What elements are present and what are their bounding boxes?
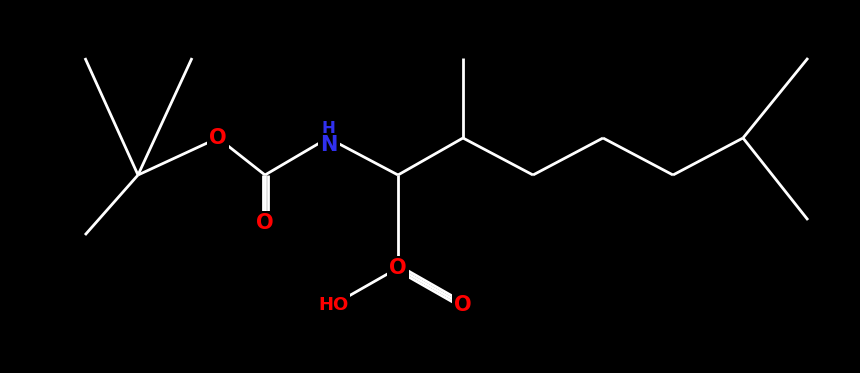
Text: O: O (209, 128, 227, 148)
Text: N: N (320, 135, 338, 155)
Text: O: O (454, 295, 472, 315)
Text: H: H (321, 120, 335, 138)
Text: HO: HO (318, 296, 348, 314)
Text: O: O (256, 213, 273, 233)
Text: O: O (390, 258, 407, 278)
